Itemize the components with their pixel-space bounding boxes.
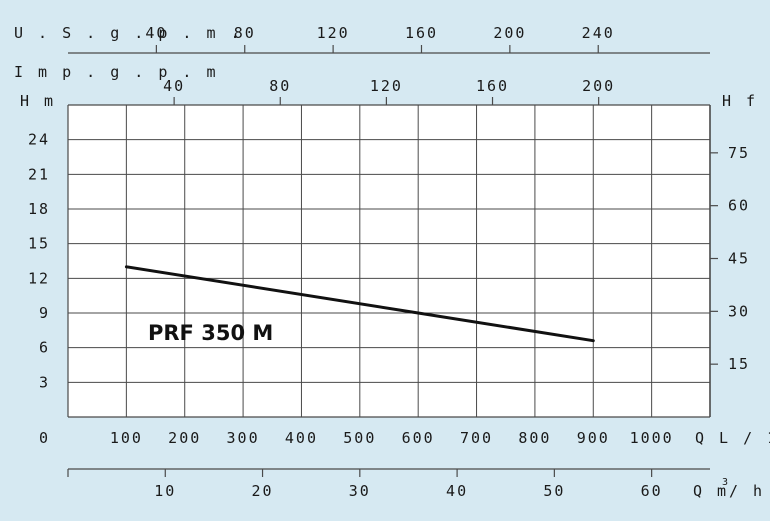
ytick-ft-75: 75: [728, 144, 750, 162]
xtick-lpm-300: 300: [227, 429, 260, 447]
xtick-impgpm-200: 200: [582, 77, 615, 95]
ytick-m-6: 6: [39, 339, 50, 357]
xlabel-usgpm: U . S . g . p . m .: [14, 24, 243, 42]
xtick-impgpm-160: 160: [476, 77, 509, 95]
xtick-lpm-400: 400: [285, 429, 318, 447]
ylabel-ft: H f t: [722, 92, 770, 110]
xlabel-impgpm: I m p . g . p . m: [14, 63, 219, 81]
ytick-m-18: 18: [28, 200, 50, 218]
plot-area: [68, 105, 710, 417]
xtick-impgpm-120: 120: [370, 77, 403, 95]
xtick-lpm-600: 600: [402, 429, 435, 447]
ylabel-m: H m: [20, 92, 56, 110]
ytick-ft-30: 30: [728, 302, 750, 320]
plot-frame: [67, 104, 711, 418]
xlabel-lpm: Q L / 1': [695, 429, 770, 447]
xtick-lpm-800: 800: [518, 429, 551, 447]
grid: [68, 105, 710, 417]
series-label: PRF 350 M: [148, 321, 273, 345]
top-axes: 40 80 120 160 200 240 40 80 120 160 200: [68, 24, 710, 105]
ytick-m-12: 12: [28, 269, 50, 287]
xlabel-m3h-sup: 3: [722, 477, 728, 488]
xtick-lpm-0: 0: [39, 429, 50, 447]
xtick-lpm-100: 100: [110, 429, 143, 447]
ytick-m-9: 9: [39, 304, 50, 322]
xtick-m3h-40: 40: [446, 482, 468, 500]
ytick-ft-60: 60: [728, 197, 750, 215]
xtick-impgpm-80: 80: [269, 77, 291, 95]
ytick-m-15: 15: [28, 235, 50, 253]
xtick-m3h-30: 30: [349, 482, 371, 500]
xtick-m3h-50: 50: [543, 482, 565, 500]
series-line-0: [124, 265, 595, 343]
xtick-usgpm-120: 120: [317, 24, 350, 42]
xtick-usgpm-200: 200: [493, 24, 526, 42]
left-axis: 3 6 9 12 15 18 21 24 0: [28, 131, 50, 447]
xtick-m3h-60: 60: [641, 482, 663, 500]
xtick-usgpm-40: 40: [145, 24, 167, 42]
series-layer: [124, 265, 595, 343]
xlabel-m3h-after: / h: [729, 482, 765, 500]
bottom-axes: 100 200 300 400 500 600 700 800 900 1000 10 20 30 40 5…: [67, 429, 710, 500]
xtick-lpm-200: 200: [168, 429, 201, 447]
xtick-lpm-900: 900: [577, 429, 610, 447]
xtick-usgpm-240: 240: [582, 24, 615, 42]
xtick-impgpm-40: 40: [163, 77, 185, 95]
xtick-lpm-1000: 1000: [630, 429, 674, 447]
xtick-usgpm-80: 80: [234, 24, 256, 42]
ytick-ft-45: 45: [728, 250, 750, 268]
ytick-m-24: 24: [28, 131, 50, 149]
xtick-lpm-500: 500: [343, 429, 376, 447]
xtick-m3h-20: 20: [252, 482, 274, 500]
ytick-m-21: 21: [28, 165, 50, 183]
xlabel-m3h: Q m: [693, 482, 729, 500]
right-axis: 15 30 45 60 75: [710, 144, 750, 373]
ytick-ft-15: 15: [728, 355, 750, 373]
xtick-lpm-700: 700: [460, 429, 493, 447]
xtick-usgpm-160: 160: [405, 24, 438, 42]
ytick-m-3: 3: [39, 373, 50, 391]
xtick-m3h-10: 10: [154, 482, 176, 500]
